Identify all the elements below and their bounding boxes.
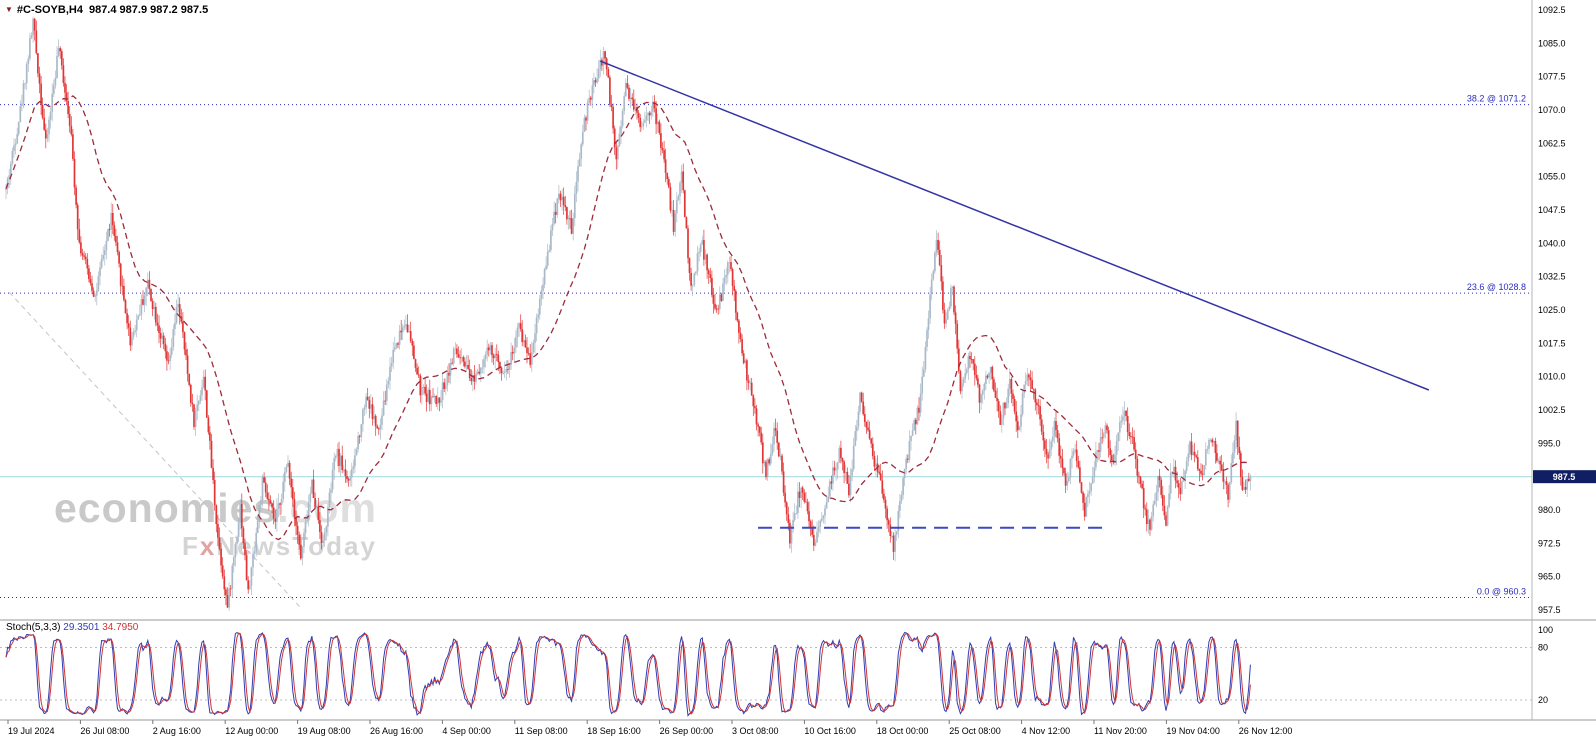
- time-axis-label: 19 Jul 2024: [8, 726, 55, 736]
- time-axis-label: 4 Nov 12:00: [1022, 726, 1071, 736]
- fib-level-label: 23.6 @ 1028.8: [1467, 282, 1526, 292]
- watermark-sub-f: F: [181, 531, 200, 562]
- moving-average-line[interactable]: [5, 95, 1249, 541]
- stoch-axis-label: 20: [1538, 695, 1548, 705]
- time-axis-label: 11 Sep 08:00: [515, 726, 568, 736]
- time-axis-label: 11 Nov 20:00: [1094, 726, 1147, 736]
- time-axis-label: 10 Oct 16:00: [804, 726, 856, 736]
- time-axis-label: 3 Oct 08:00: [732, 726, 779, 736]
- time-axis-label: 26 Aug 16:00: [370, 726, 423, 736]
- time-axis-label: 26 Jul 08:00: [80, 726, 129, 736]
- symbol-header: ▼ #C-SOYB,H4 987.4 987.9 987.2 987.5: [5, 4, 208, 16]
- price-axis-label: 1025.0: [1538, 305, 1566, 315]
- price-axis-label: 972.5: [1538, 538, 1561, 548]
- indicator-d-value: 34.7950: [102, 622, 139, 633]
- indicator-name: Stoch(5,3,3): [6, 622, 61, 633]
- price-axis-label: 1077.5: [1538, 72, 1566, 82]
- trendline[interactable]: [600, 60, 1430, 391]
- price-axis-label: 1040.0: [1538, 238, 1566, 248]
- stoch-axis-label: 80: [1538, 643, 1548, 653]
- price-axis-label: 1062.5: [1538, 138, 1566, 148]
- current-price-tag: [1533, 470, 1596, 484]
- price-axis-label: 1055.0: [1538, 172, 1566, 182]
- fib-level-label: 0.0 @ 960.3: [1477, 587, 1526, 597]
- time-axis-label: 12 Aug 00:00: [225, 726, 278, 736]
- price-axis-label: 1085.0: [1538, 38, 1566, 48]
- fib-level-label: 38.2 @ 1071.2: [1467, 94, 1526, 104]
- time-axis-label: 19 Nov 04:00: [1166, 726, 1220, 736]
- time-axis-label: 26 Nov 12:00: [1239, 726, 1293, 736]
- price-axis-label: 965.0: [1538, 572, 1561, 582]
- price-axis-label: 1017.5: [1538, 338, 1566, 348]
- watermark-sub-x: x: [199, 531, 217, 562]
- watermark-brand: economies.com: [54, 485, 377, 531]
- price-axis-label: 1070.0: [1538, 105, 1566, 115]
- price-axis-label: 1002.5: [1538, 405, 1566, 415]
- time-axis-label: 4 Sep 00:00: [442, 726, 491, 736]
- symbol-label: #C-SOYB,H4: [16, 4, 83, 16]
- time-axis-label: 25 Oct 08:00: [949, 726, 1001, 736]
- price-axis-label: 980.0: [1538, 505, 1561, 515]
- time-axis-label: 2 Aug 16:00: [153, 726, 201, 736]
- candles-layer[interactable]: [5, 16, 1252, 611]
- price-axis-label: 957.5: [1538, 605, 1561, 615]
- time-axis-label: 19 Aug 08:00: [298, 726, 351, 736]
- current-price-tag-label: 987.5: [1553, 472, 1576, 482]
- stoch-d-line: [5, 632, 1251, 715]
- price-axis-label: 1032.5: [1538, 272, 1566, 282]
- price-axis-label: 995.0: [1538, 438, 1561, 448]
- price-axis-label: 1010.0: [1538, 372, 1566, 382]
- fib-anchor-line[interactable]: [8, 291, 303, 610]
- collapse-ohlc-triangle-icon[interactable]: ▼: [5, 5, 13, 14]
- price-axis-label: 1047.5: [1538, 205, 1566, 215]
- indicator-k-value: 29.3501: [63, 622, 100, 633]
- watermark: economies.com FxNewsToday: [54, 485, 377, 562]
- indicator-label: Stoch(5,3,3) 29.3501 34.7950: [6, 622, 138, 633]
- stoch-axis-label: 100: [1538, 625, 1553, 635]
- time-axis-label: 18 Oct 00:00: [877, 726, 929, 736]
- time-axis-label: 18 Sep 16:00: [587, 726, 641, 736]
- time-axis-label: 26 Sep 00:00: [660, 726, 714, 736]
- price-axis-label: 1092.5: [1538, 5, 1566, 15]
- ohlc-values: 987.4 987.9 987.2 987.5: [88, 4, 209, 16]
